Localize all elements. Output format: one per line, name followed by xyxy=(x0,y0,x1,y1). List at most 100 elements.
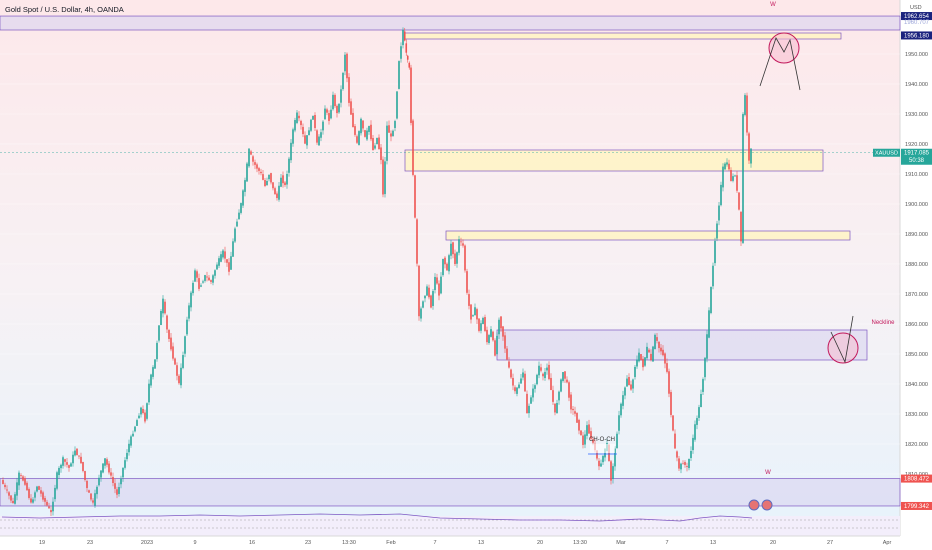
candle-body xyxy=(66,462,68,465)
level-c-tag[interactable] xyxy=(901,474,932,483)
candle-body xyxy=(566,379,568,383)
candle-body xyxy=(526,393,528,414)
x-tick-label: 20 xyxy=(770,540,776,546)
range-zone[interactable] xyxy=(496,329,868,361)
candle-body xyxy=(405,43,408,53)
candle-body xyxy=(286,173,288,185)
candle-body xyxy=(94,493,96,506)
candle-body xyxy=(568,382,570,398)
candle-body xyxy=(146,403,148,419)
candle-body xyxy=(592,439,594,443)
candle-body xyxy=(352,112,354,128)
candle-body xyxy=(682,463,684,465)
candle-body xyxy=(334,94,336,107)
event-flag-icon[interactable] xyxy=(761,499,773,511)
candle-body xyxy=(674,433,676,449)
x-tick-label: Mar xyxy=(616,540,626,546)
candle-body xyxy=(732,176,734,181)
candle-body xyxy=(376,137,378,145)
candle-body xyxy=(342,72,344,90)
symbol-tag[interactable] xyxy=(873,148,900,157)
supply-demand-zone[interactable] xyxy=(445,230,851,241)
candle-body xyxy=(18,472,20,486)
candle-body xyxy=(172,346,174,359)
annotation-choch: CH-O-CH xyxy=(589,437,615,443)
candle-body xyxy=(70,463,72,467)
candle-body xyxy=(24,478,26,485)
annotation-circle-neckline[interactable] xyxy=(827,332,859,364)
price-axis-background xyxy=(900,0,932,550)
candle-body xyxy=(356,136,358,143)
candle-body xyxy=(204,275,206,281)
candle-body xyxy=(298,115,300,119)
candle-body xyxy=(472,315,474,317)
candle-body xyxy=(402,29,404,46)
candle-body xyxy=(314,114,316,129)
candle-body xyxy=(580,430,582,436)
candle-body xyxy=(246,163,248,182)
level-b-tag[interactable] xyxy=(901,31,932,40)
candle-body xyxy=(476,309,478,320)
supply-demand-zone[interactable] xyxy=(404,149,824,172)
candle-body xyxy=(574,411,576,414)
candle-body xyxy=(572,408,574,411)
candle-body xyxy=(484,317,486,331)
candle-body xyxy=(354,126,356,135)
candle-body xyxy=(544,371,546,379)
candle-body xyxy=(634,366,636,378)
candle-body xyxy=(380,147,382,161)
annotation-circle-top[interactable] xyxy=(768,32,800,64)
candle-body xyxy=(738,192,740,210)
candle-body xyxy=(518,384,520,388)
candle-body xyxy=(258,168,260,171)
candle-body xyxy=(462,243,464,246)
current-price-tag[interactable] xyxy=(901,148,932,165)
candle-body xyxy=(16,482,18,496)
candle-body xyxy=(346,53,348,79)
candle-body xyxy=(206,276,208,278)
high-price-tag-text: 1962.654 xyxy=(904,14,930,20)
level-d-tag[interactable] xyxy=(901,501,932,510)
y-tick-label: 1830.000 xyxy=(905,412,928,418)
candle-body xyxy=(584,434,586,445)
range-zone[interactable] xyxy=(0,15,901,31)
y-tick-label: 1950.000 xyxy=(905,52,928,58)
candle-body xyxy=(446,263,448,271)
x-tick-label: 9 xyxy=(193,540,196,546)
candle-body xyxy=(162,298,164,314)
candle-body xyxy=(558,391,560,401)
candle-body xyxy=(428,287,430,298)
candle-countdown-text: 50:38 xyxy=(909,158,925,164)
candle-body xyxy=(50,510,52,513)
x-tick-label: 23 xyxy=(305,540,311,546)
candle-body xyxy=(288,158,290,173)
candle-body xyxy=(320,132,322,138)
candle-body xyxy=(52,501,54,512)
candle-body xyxy=(378,137,380,149)
high-price-tag[interactable] xyxy=(901,12,932,21)
candle-body xyxy=(638,352,640,362)
candle-body xyxy=(436,277,438,284)
candle-body xyxy=(208,277,210,281)
x-tick-label: 23 xyxy=(87,540,93,546)
candle-body xyxy=(62,457,64,466)
candle-body xyxy=(480,323,482,331)
candle-body xyxy=(704,357,706,378)
x-tick-label: 7 xyxy=(665,540,668,546)
candle-body xyxy=(748,133,750,161)
candle-body xyxy=(710,286,712,314)
candle-body xyxy=(106,459,108,465)
candle-body xyxy=(220,254,222,262)
candle-body xyxy=(440,276,442,294)
candle-body xyxy=(642,358,644,368)
event-flag-icon[interactable] xyxy=(748,499,760,511)
candle-body xyxy=(620,403,622,416)
y-tick-label: 1870.000 xyxy=(905,292,928,298)
candle-body xyxy=(144,412,146,422)
candle-body xyxy=(158,325,160,341)
candle-body xyxy=(108,463,110,473)
candle-body xyxy=(32,499,34,503)
candle-body xyxy=(708,310,710,338)
candle-body xyxy=(56,472,58,489)
